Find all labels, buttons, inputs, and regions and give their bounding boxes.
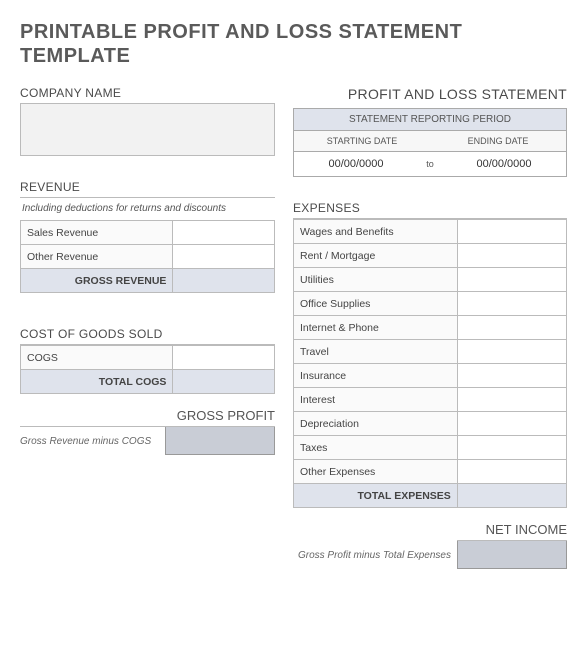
start-date-label: STARTING DATE: [294, 131, 430, 151]
table-row: Sales Revenue: [21, 221, 275, 245]
table-row: Wages and Benefits: [294, 220, 567, 244]
expense-row-label: Office Supplies: [294, 292, 458, 316]
cogs-row-value[interactable]: [173, 346, 275, 370]
expense-row-label: Wages and Benefits: [294, 220, 458, 244]
cogs-row-label: COGS: [21, 346, 173, 370]
expense-row-value[interactable]: [457, 412, 566, 436]
company-name-input[interactable]: [20, 104, 275, 156]
revenue-table: Sales Revenue Other Revenue GROSS REVENU…: [20, 220, 275, 293]
expense-row-value[interactable]: [457, 220, 566, 244]
total-cogs-value: [173, 370, 275, 394]
net-income-note: Gross Profit minus Total Expenses: [293, 550, 457, 561]
start-date-input[interactable]: 00/00/0000: [294, 152, 418, 176]
table-row: COGS: [21, 346, 275, 370]
expense-row-value[interactable]: [457, 460, 566, 484]
expense-row-label: Insurance: [294, 364, 458, 388]
net-income-title: NET INCOME: [457, 522, 567, 541]
expense-row-label: Taxes: [294, 436, 458, 460]
revenue-note: Including deductions for returns and dis…: [20, 198, 275, 220]
revenue-row-value[interactable]: [173, 221, 275, 245]
to-label: to: [418, 159, 442, 169]
table-row: Taxes: [294, 436, 567, 460]
expense-row-label: Depreciation: [294, 412, 458, 436]
revenue-header: REVENUE: [20, 180, 275, 198]
total-expenses-label: TOTAL EXPENSES: [294, 484, 458, 508]
table-row: Insurance: [294, 364, 567, 388]
revenue-row-label: Sales Revenue: [21, 221, 173, 245]
expenses-table: Wages and Benefits Rent / Mortgage Utili…: [293, 219, 567, 508]
expenses-total-row: TOTAL EXPENSES: [294, 484, 567, 508]
expense-row-label: Internet & Phone: [294, 316, 458, 340]
revenue-total-row: GROSS REVENUE: [21, 269, 275, 293]
expense-row-label: Utilities: [294, 268, 458, 292]
table-row: Depreciation: [294, 412, 567, 436]
expense-row-value[interactable]: [457, 340, 566, 364]
period-header: STATEMENT REPORTING PERIOD: [294, 109, 566, 131]
expense-row-value[interactable]: [457, 316, 566, 340]
end-date-label: ENDING DATE: [430, 131, 566, 151]
table-row: Travel: [294, 340, 567, 364]
page-title: PRINTABLE PROFIT AND LOSS STATEMENT TEMP…: [20, 20, 567, 68]
gross-profit-value: [165, 427, 275, 455]
table-row: Internet & Phone: [294, 316, 567, 340]
table-row: Utilities: [294, 268, 567, 292]
expenses-header: EXPENSES: [293, 201, 567, 219]
company-header: COMPANY NAME: [20, 86, 275, 104]
gross-revenue-label: GROSS REVENUE: [21, 269, 173, 293]
expense-row-value[interactable]: [457, 388, 566, 412]
table-row: Other Expenses: [294, 460, 567, 484]
expense-row-value[interactable]: [457, 292, 566, 316]
gross-profit-title: GROSS PROFIT: [20, 408, 275, 427]
expense-row-label: Travel: [294, 340, 458, 364]
expense-row-label: Other Expenses: [294, 460, 458, 484]
expense-row-label: Interest: [294, 388, 458, 412]
total-expenses-value: [457, 484, 566, 508]
revenue-row-value[interactable]: [173, 245, 275, 269]
expense-row-value[interactable]: [457, 244, 566, 268]
table-row: Office Supplies: [294, 292, 567, 316]
net-income-value: [457, 541, 567, 569]
gross-revenue-value: [173, 269, 275, 293]
total-cogs-label: TOTAL COGS: [21, 370, 173, 394]
expense-row-label: Rent / Mortgage: [294, 244, 458, 268]
cogs-total-row: TOTAL COGS: [21, 370, 275, 394]
reporting-period-box: STATEMENT REPORTING PERIOD STARTING DATE…: [293, 108, 567, 177]
table-row: Other Revenue: [21, 245, 275, 269]
statement-title: PROFIT AND LOSS STATEMENT: [293, 86, 567, 102]
expense-row-value[interactable]: [457, 436, 566, 460]
table-row: Interest: [294, 388, 567, 412]
end-date-input[interactable]: 00/00/0000: [442, 152, 566, 176]
cogs-table: COGS TOTAL COGS: [20, 345, 275, 394]
revenue-row-label: Other Revenue: [21, 245, 173, 269]
expense-row-value[interactable]: [457, 268, 566, 292]
cogs-header: COST OF GOODS SOLD: [20, 327, 275, 345]
gross-profit-note: Gross Revenue minus COGS: [20, 436, 165, 447]
expense-row-value[interactable]: [457, 364, 566, 388]
table-row: Rent / Mortgage: [294, 244, 567, 268]
